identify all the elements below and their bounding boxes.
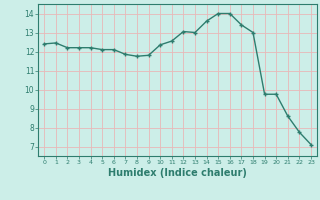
X-axis label: Humidex (Indice chaleur): Humidex (Indice chaleur) (108, 168, 247, 178)
